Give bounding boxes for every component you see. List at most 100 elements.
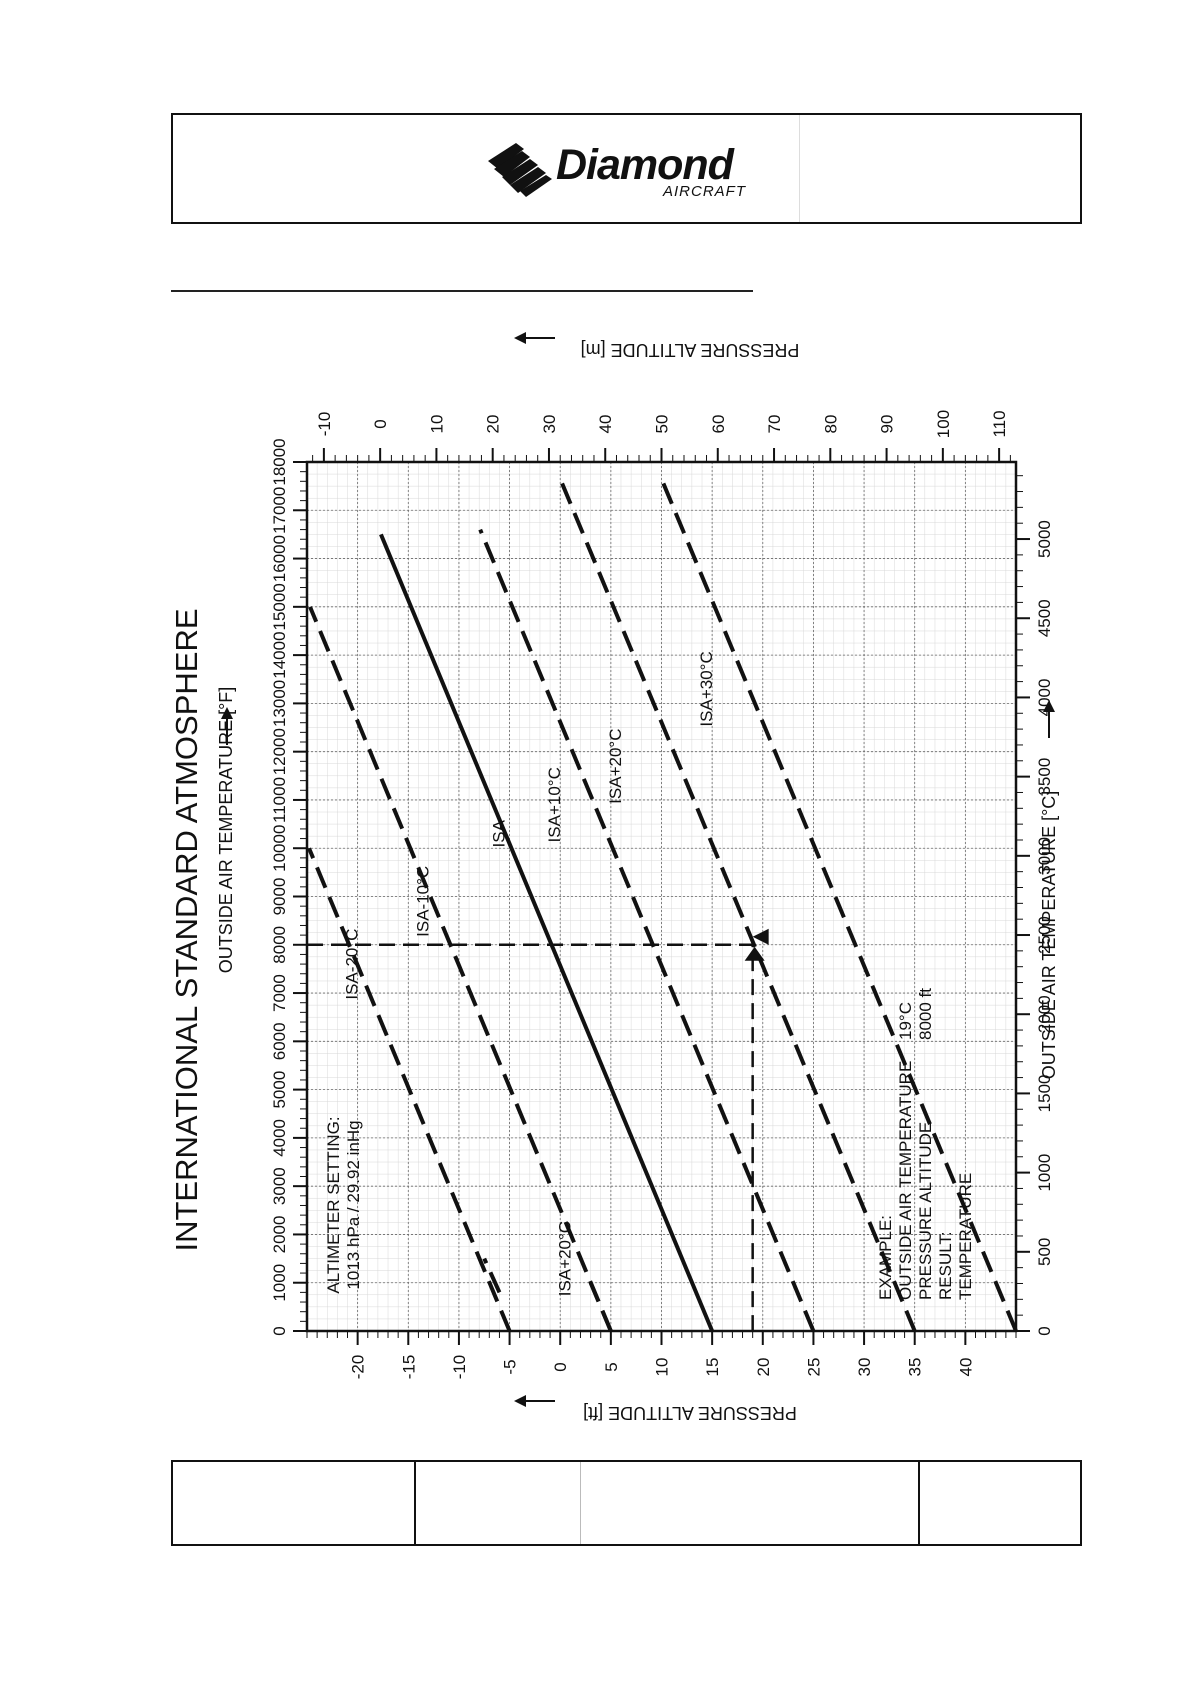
series-line (660, 480, 1018, 1332)
ft-tick-label: 13000 (270, 680, 289, 727)
m-tick-label: 5000 (1035, 520, 1054, 558)
ft-tick-label: 16000 (270, 535, 289, 582)
f-tick-label: 100 (934, 410, 953, 438)
ft-axis-title: PRESSURE ALTITUDE [ft] (583, 1403, 797, 1423)
m-tick-label: 2000 (1035, 995, 1054, 1033)
c-tick-label: -10 (450, 1355, 469, 1380)
f-tick-label: 80 (821, 415, 840, 434)
series-line (379, 533, 714, 1332)
f-axis-title: OUTSIDE AIR TEMPERATURE [°F] (216, 687, 236, 974)
ft-tick-label: 2000 (270, 1216, 289, 1254)
diamond-logo-icon (488, 143, 552, 197)
brand-subtitle: AIRCRAFT (663, 183, 746, 200)
c-tick-label: -5 (501, 1359, 520, 1374)
ft-tick-label: 1000 (270, 1264, 289, 1302)
series-label: ISA-20°C (343, 929, 362, 1000)
brand-name: Diamond (556, 141, 734, 189)
c-tick-label: 40 (956, 1358, 975, 1377)
series-label: ISA+10°C (545, 767, 564, 842)
example-note: RESULT: (936, 1231, 955, 1300)
f-tick-label: 20 (484, 415, 503, 434)
example-arrow (744, 946, 765, 961)
m-axis-arrow (514, 332, 526, 344)
c-tick-label: 30 (855, 1358, 874, 1377)
f-tick-label: 40 (596, 415, 615, 434)
m-tick-label: 4500 (1035, 599, 1054, 637)
ft-tick-label: 11000 (270, 777, 289, 823)
footer-separator (580, 1462, 581, 1544)
f-tick-label: 110 (990, 410, 1009, 437)
axis-layer (293, 448, 1030, 1345)
c-tick-label: 10 (653, 1358, 672, 1377)
m-tick-label: 3500 (1035, 758, 1054, 796)
c-tick-label: 20 (754, 1358, 773, 1377)
ft-tick-label: 6000 (270, 1022, 289, 1060)
example-note: PRESSURE ALTITUDE (916, 1122, 935, 1300)
brand-logo: Diamond AIRCRAFT (486, 139, 776, 207)
f-tick-label: 0 (371, 419, 390, 428)
series-line (482, 1257, 502, 1294)
example-value: 8000 ft (916, 988, 935, 1040)
series-line (559, 480, 917, 1332)
example-path (307, 943, 754, 1331)
footer-separator (414, 1462, 416, 1544)
series-line (588, 1281, 613, 1332)
example-value: 19°C (896, 1002, 915, 1040)
c-axis-arrow (1043, 700, 1055, 712)
m-tick-label: 2500 (1035, 916, 1054, 954)
ft-tick-label: 10000 (270, 825, 289, 872)
f-tick-label: 10 (427, 415, 446, 434)
m-axis-title: PRESSURE ALTITUDE [m] (581, 340, 800, 360)
ft-tick-label: 7000 (270, 974, 289, 1012)
m-tick-label: 500 (1035, 1238, 1054, 1266)
altimeter-note: ALTIMETER SETTING: (324, 1116, 343, 1293)
m-tick-label: 0 (1035, 1326, 1054, 1335)
ft-tick-label: 8000 (270, 926, 289, 964)
f-tick-label: 70 (765, 415, 784, 434)
series-label: ISA+20°C (606, 728, 625, 803)
header-divider (799, 115, 800, 222)
f-tick-label: 30 (540, 415, 559, 434)
c-tick-label: 25 (804, 1358, 823, 1377)
series-layer (307, 480, 1018, 1332)
f-tick-label: 50 (653, 415, 672, 434)
footer-box (171, 1460, 1082, 1546)
ft-tick-label: 9000 (270, 878, 289, 916)
series-line (478, 528, 816, 1332)
example-arrow (752, 928, 769, 945)
c-tick-label: -20 (349, 1355, 368, 1380)
f-tick-label: -10 (315, 412, 334, 437)
footer-separator (918, 1462, 920, 1544)
ft-tick-label: 4000 (270, 1119, 289, 1157)
ft-axis-arrow (514, 1395, 526, 1407)
c-axis-title: OUTSIDE AIR TEMPERATURE [°C] (1039, 791, 1059, 1080)
header-box (171, 113, 1082, 224)
series-label: ISA+30°C (697, 651, 716, 726)
chart-title: INTERNATIONAL STANDARD ATMOSPHERE (169, 608, 204, 1251)
series-line (308, 606, 613, 1332)
series-label: ISA+20°C (555, 1221, 574, 1296)
series-label: ISA-10°C (414, 866, 433, 937)
m-tick-label: 1000 (1035, 1154, 1054, 1192)
ft-tick-label: 5000 (270, 1071, 289, 1109)
label-layer: -20 -15 -10 -5 0 5 10 15 20 25 30 35 40 -10 0 10 20 30 40 5… (169, 332, 1059, 1423)
ft-tick-label: 14000 (270, 631, 289, 678)
c-tick-label: 5 (602, 1362, 621, 1371)
m-tick-label: 1500 (1035, 1074, 1054, 1112)
altimeter-note: 1013 hPa / 29.92 inHg (344, 1120, 363, 1289)
ft-tick-label: 3000 (270, 1167, 289, 1205)
f-tick-label: 60 (709, 415, 728, 434)
ft-tick-label: 18000 (270, 438, 289, 485)
example-note: EXAMPLE: (876, 1215, 895, 1300)
ft-tick-label: 15000 (270, 583, 289, 630)
ft-tick-label: 17000 (270, 487, 289, 534)
example-note: TEMPERATURE (956, 1173, 975, 1300)
ft-tick-label: 12000 (270, 728, 289, 775)
c-tick-label: 35 (906, 1358, 925, 1377)
c-tick-label: 0 (551, 1362, 570, 1371)
ft-tick-label: 0 (270, 1326, 289, 1335)
c-tick-label: 15 (703, 1358, 722, 1377)
header-rule (171, 290, 753, 292)
